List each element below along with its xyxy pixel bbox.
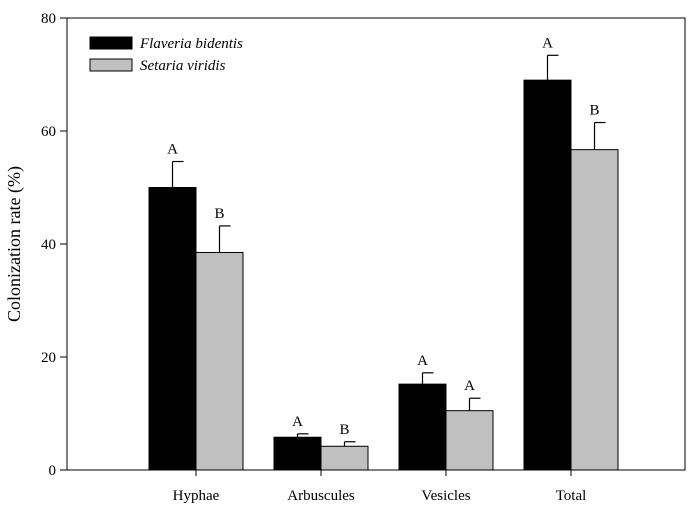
- bar-total-series-2: [570, 149, 619, 471]
- y-tick-label-20: 20: [41, 350, 56, 366]
- significance-label-total-series-1: A: [542, 35, 553, 51]
- x-tick-label-arbuscules: Arbuscules: [287, 488, 355, 504]
- bar-vesicles-series-1: [398, 383, 447, 471]
- bar-arbuscules-series-2: [320, 445, 369, 471]
- significance-label-hyphae-series-1: A: [167, 142, 178, 158]
- bar-total-series-1: [523, 79, 572, 471]
- significance-label-vesicles-series-2: A: [464, 378, 475, 394]
- x-tick-label-vesicles: Vesicles: [421, 488, 470, 504]
- x-tick-label-hyphae: Hyphae: [173, 488, 220, 504]
- legend-label-series-1: Flaveria bidentis: [139, 36, 243, 52]
- legend-swatch-series-1: [89, 36, 133, 50]
- legend: Flaveria bidentis Setaria viridis: [89, 36, 243, 74]
- y-tick-label-60: 60: [41, 124, 56, 140]
- y-tick-label-0: 0: [49, 463, 57, 479]
- significance-label-total-series-2: B: [589, 103, 599, 119]
- bar-hyphae-series-1: [148, 187, 197, 471]
- x-tick-label-total: Total: [556, 488, 587, 504]
- bar-hyphae-series-2: [195, 251, 244, 471]
- significance-label-hyphae-series-2: B: [214, 206, 224, 222]
- bar-vesicles-series-2: [445, 410, 494, 471]
- y-tick-label-80: 80: [41, 11, 56, 27]
- significance-label-arbuscules-series-1: A: [292, 414, 303, 430]
- plot-area: A A A A B B A B: [148, 35, 619, 471]
- y-tick-label-40: 40: [41, 237, 56, 253]
- legend-swatch-series-2: [89, 58, 133, 72]
- bar-arbuscules-series-1: [273, 436, 322, 471]
- significance-label-arbuscules-series-2: B: [339, 422, 349, 438]
- axes: 0 20 40 60 80 Hyphae Arbuscules Vesicles Total: [41, 11, 686, 504]
- y-axis-title: Colonization rate (%): [4, 166, 25, 322]
- significance-label-vesicles-series-1: A: [417, 353, 428, 369]
- legend-label-series-2: Setaria viridis: [140, 58, 226, 74]
